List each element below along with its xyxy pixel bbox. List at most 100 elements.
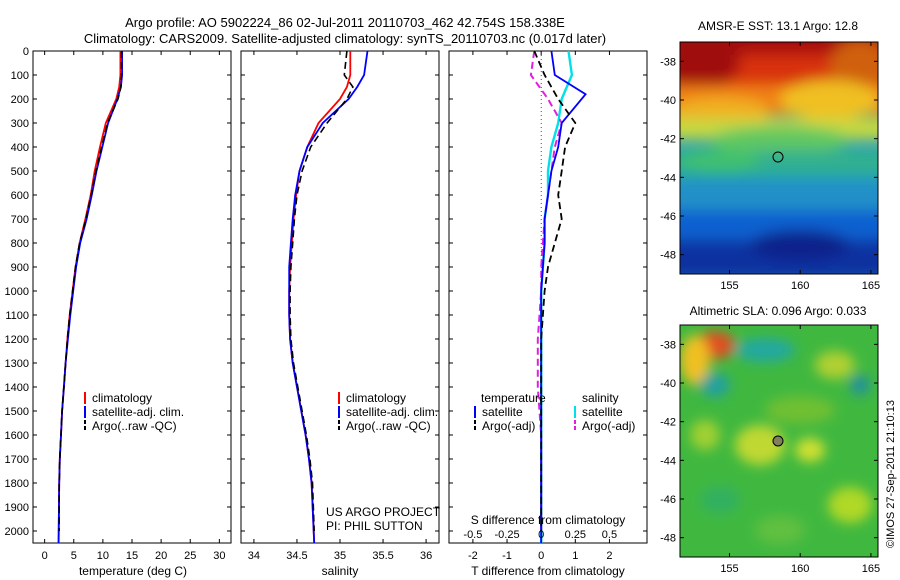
sst-map-frame	[679, 41, 879, 275]
lat-tick-label: -46	[660, 494, 676, 506]
lat-tick-label: -38	[660, 56, 676, 68]
lat-tick-label: -44	[660, 455, 676, 467]
series-line	[289, 50, 354, 532]
s-difference-axis-label: S difference from climatology	[471, 513, 626, 527]
depth-tick-label: 1400	[5, 382, 29, 394]
imos-timestamp-stamp: ©IMOS 27-Sep-2011 21:10:13	[885, 400, 897, 548]
legend-label: Argo(-adj)	[482, 419, 535, 433]
series-line	[57, 51, 122, 544]
depth-tick-label: 500	[11, 166, 29, 178]
x-tick-label: 36	[420, 550, 432, 562]
project-annotation: US ARGO PROJECT	[326, 505, 441, 519]
temperature-plot-frame	[32, 50, 232, 544]
depth-tick-label: 1600	[5, 430, 29, 442]
depth-tick-label: 800	[11, 238, 29, 250]
x-tick-label: -1	[502, 550, 512, 562]
legend-header-salinity: salinity	[582, 391, 619, 405]
depth-tick-label: 100	[11, 70, 29, 82]
x-tick-label: 15	[126, 550, 138, 562]
legend-label: satellite	[582, 405, 623, 419]
lon-tick-label: 165	[862, 563, 880, 575]
legend-label: Argo(-adj)	[582, 419, 635, 433]
s-difference-tick-label: -0.5	[463, 529, 482, 541]
salinity-plot-frame	[240, 50, 440, 544]
temperature-panel: 0100200300400500600700800900100011001200…	[5, 46, 232, 578]
lat-tick-label: -42	[660, 134, 676, 146]
sla-map: Altimetric SLA: 0.096 Argo: 0.033 155 160…	[660, 304, 880, 575]
difference-plot-frame	[448, 50, 648, 544]
legend-header-temperature: temperature	[481, 391, 546, 405]
depth-tick-label: 1800	[5, 478, 29, 490]
depth-tick-label: 1300	[5, 358, 29, 370]
depth-tick-label: 900	[11, 262, 29, 274]
legend-label: climatology	[346, 391, 406, 405]
depth-tick-label: 1500	[5, 406, 29, 418]
sst-map: AMSR-E SST: 13.1 Argo: 12.8	[660, 19, 880, 292]
x-tick-label: 1	[572, 550, 578, 562]
s-difference-tick-label: 0.5	[602, 529, 617, 541]
legend-label: Argo(..raw -QC)	[92, 419, 177, 433]
depth-tick-label: 400	[11, 142, 29, 154]
series-line	[288, 51, 352, 544]
difference-panel: -2 -1 0 1 2 S difference from climatology -0…	[448, 50, 648, 578]
depth-tick-label: 1700	[5, 454, 29, 466]
depth-tick-label: 200	[11, 94, 29, 106]
x-tick-label: -2	[468, 550, 478, 562]
legend-label: satellite-adj. clim.	[346, 405, 438, 419]
depth-tick-label: 1200	[5, 334, 29, 346]
depth-tick-label: 600	[11, 190, 29, 202]
lon-tick-label: 165	[862, 280, 880, 292]
t-difference-axis-label: T difference from climatology	[471, 564, 625, 578]
depth-tick-label: 300	[11, 118, 29, 130]
pi-annotation: PI: PHIL SUTTON	[326, 519, 423, 533]
depth-tick-label: 1100	[5, 310, 29, 322]
s-difference-tick-label: 0.25	[565, 529, 586, 541]
x-tick-label: 10	[97, 550, 109, 562]
sla-map-title: Altimetric SLA: 0.096 Argo: 0.033	[690, 304, 867, 318]
depth-tick-label: 2000	[5, 526, 29, 538]
lat-tick-label: -46	[660, 211, 676, 223]
legend-label: satellite	[482, 405, 523, 419]
sst-map-title: AMSR-E SST: 13.1 Argo: 12.8	[698, 19, 858, 33]
depth-tick-label: 1900	[5, 502, 29, 514]
salinity-panel: 34 34.5 35 35.5 36 salinity climatologysatel…	[240, 50, 441, 578]
depth-tick-label: 700	[11, 214, 29, 226]
x-tick-label: 34.5	[286, 550, 307, 562]
x-tick-label: 20	[155, 550, 167, 562]
lat-tick-label: -42	[660, 417, 676, 429]
x-tick-label: 30	[213, 550, 225, 562]
salinity-axis-label: salinity	[322, 564, 359, 578]
difference-legend: temperature salinitysatelliteArgo(-adj)sa…	[474, 391, 635, 433]
lat-tick-label: -48	[660, 533, 676, 545]
sla-argo-position-marker	[772, 435, 784, 447]
lon-tick-label: 160	[791, 280, 809, 292]
depth-tick-label: 0	[23, 46, 29, 58]
x-tick-label: 35	[334, 550, 346, 562]
lon-tick-label: 155	[720, 563, 738, 575]
lon-tick-label: 155	[720, 280, 738, 292]
legend-label: climatology	[92, 391, 152, 405]
series-line	[529, 50, 563, 531]
series-line	[540, 50, 587, 543]
series-line	[540, 50, 574, 543]
sst-argo-position-marker	[772, 151, 784, 163]
x-tick-label: 0	[538, 550, 544, 562]
temperature-axis-label: temperature (deg C)	[79, 564, 187, 578]
x-tick-label: 35.5	[372, 550, 393, 562]
series-line	[288, 50, 369, 544]
series-line	[57, 51, 123, 544]
legend-label: satellite-adj. clim.	[92, 405, 184, 419]
series-line	[533, 50, 577, 531]
x-tick-label: 5	[71, 550, 77, 562]
s-difference-tick-label: -0.25	[494, 529, 519, 541]
figure-title-line2: Climatology: CARS2009. Satellite-adjuste…	[84, 31, 606, 46]
lat-tick-label: -44	[660, 172, 676, 184]
x-tick-label: 0	[42, 550, 48, 562]
lat-tick-label: -40	[660, 378, 676, 390]
s-difference-tick-label: 0	[538, 529, 544, 541]
lat-tick-label: -40	[660, 95, 676, 107]
lat-tick-label: -38	[660, 339, 676, 351]
